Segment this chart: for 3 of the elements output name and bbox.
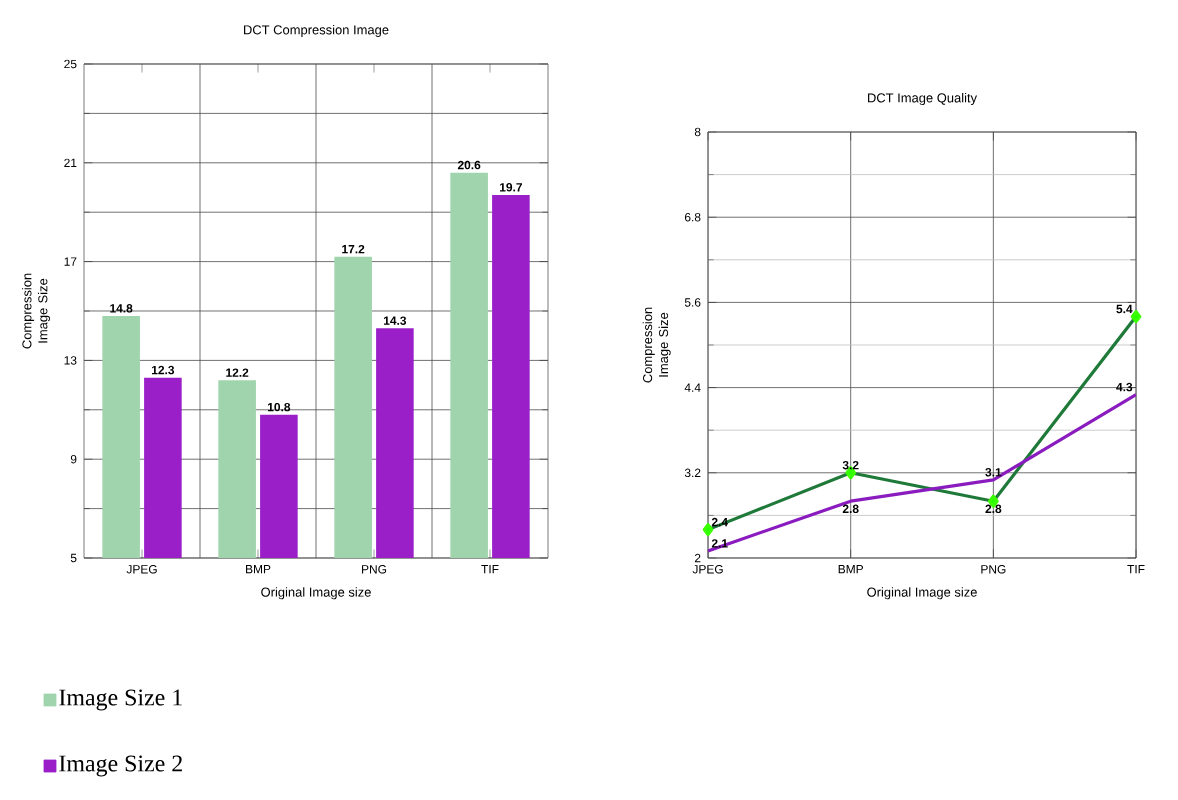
legend-label: Image Size 2 [59,755,182,777]
legend-label: Image Size 1 [59,689,182,711]
line-series [708,393,1137,553]
